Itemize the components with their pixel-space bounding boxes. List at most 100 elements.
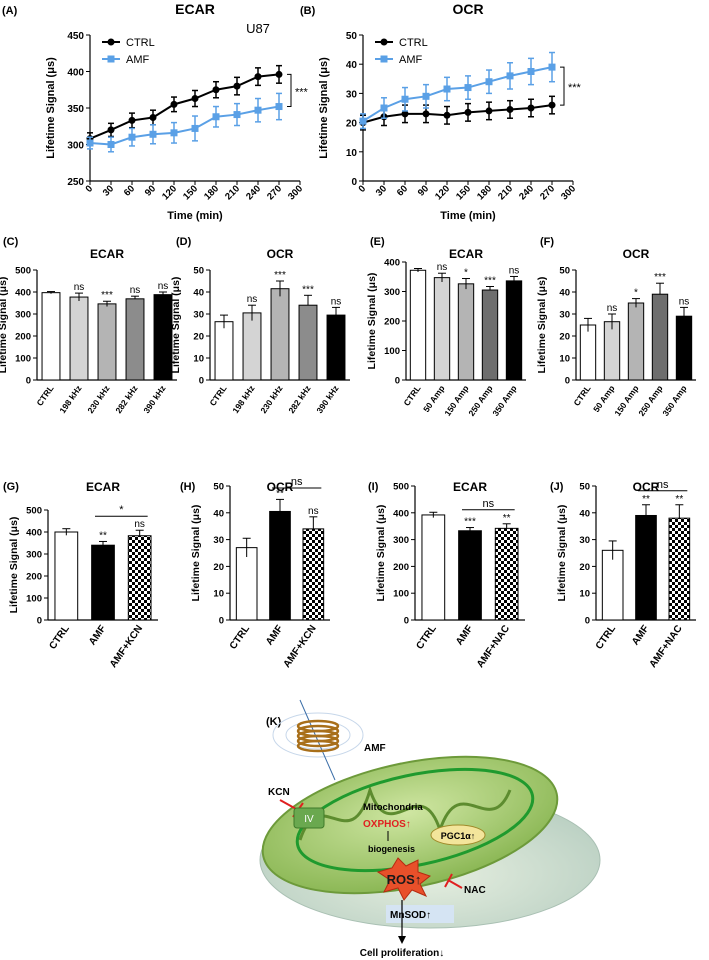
x-tick-label: 240 <box>244 183 263 202</box>
significance-label: *** <box>568 82 582 94</box>
mitochondrion-shape <box>261 755 559 895</box>
y-axis-label: Lifetime Signal (μs) <box>318 57 330 159</box>
x-tick-label: 390 kHz <box>314 383 340 415</box>
bar <box>627 302 645 381</box>
chart-subtitle: U87 <box>246 21 270 36</box>
y-tick-label: 10 <box>346 148 358 159</box>
series-amf: AMF <box>86 54 283 153</box>
significance-label: ** <box>503 513 511 524</box>
series-amf: AMF <box>359 51 556 130</box>
y-tick-label: 30 <box>213 535 224 546</box>
x-tick-label: AMF <box>630 623 651 647</box>
x-tick-label: 30 <box>374 183 389 198</box>
bar <box>235 547 258 621</box>
panel-label: (C) <box>3 236 19 248</box>
bar <box>668 517 691 621</box>
mnsod-label: MnSOD↑ <box>390 910 431 921</box>
y-tick-label: 20 <box>213 562 224 573</box>
bar-chart-c: (C) ECAR 0 100 200 300 400 500 Lifetime Signal (… <box>0 236 177 415</box>
bar-chart-e: (E) ECAR 0 100 200 300 400 Lifetime Signal (μs)… <box>366 236 526 418</box>
panel-label: (E) <box>370 236 385 248</box>
x-tick-label: 198 kHz <box>57 383 83 415</box>
data-point <box>422 92 430 100</box>
significance-label: ns <box>331 296 342 307</box>
y-tick-label: 20 <box>559 332 570 343</box>
data-point <box>485 78 493 86</box>
y-tick-label: 350 <box>67 104 84 115</box>
y-tick-label: 50 <box>579 482 590 493</box>
x-tick-label: CTRL <box>401 383 422 407</box>
bar <box>579 324 597 381</box>
data-point <box>191 124 199 132</box>
significance-label: ** <box>276 488 284 499</box>
y-axis-label: Lifetime Signal (μs) <box>170 277 182 374</box>
bar <box>481 289 499 381</box>
panel-label: (F) <box>540 236 554 248</box>
bar <box>505 280 523 381</box>
legend-label: CTRL <box>399 37 428 49</box>
significance-label: *** <box>302 284 314 295</box>
comparison-label: ns <box>483 498 495 510</box>
y-tick-label: 0 <box>565 376 570 387</box>
data-point <box>506 105 514 113</box>
y-tick-label: 20 <box>579 562 590 573</box>
mnsod-box <box>386 905 454 923</box>
significance-label: *** <box>101 290 113 301</box>
nac-label: NAC <box>464 885 486 896</box>
y-tick-label: 10 <box>559 354 570 365</box>
y-tick-label: 50 <box>346 31 358 42</box>
data-point <box>527 104 535 112</box>
bar <box>97 303 117 381</box>
y-tick-label: 300 <box>384 287 400 298</box>
comparison-label: ns <box>291 476 303 488</box>
significance-label: *** <box>464 517 476 528</box>
x-tick-label: 210 <box>496 183 515 202</box>
x-tick-label: 270 <box>538 183 557 202</box>
x-tick-label: CTRL <box>594 623 618 651</box>
bar <box>433 277 451 381</box>
pgc1a-badge <box>430 824 486 846</box>
bar <box>125 298 145 381</box>
bar-chart-i: (I) ECAR 0 100 200 300 400 500 Lifetime Signal (… <box>368 480 525 670</box>
data-point <box>191 95 199 103</box>
cristae-shape <box>298 784 512 841</box>
bar <box>326 314 346 381</box>
y-tick-label: 10 <box>213 589 224 600</box>
bar <box>269 510 291 621</box>
legend-label: CTRL <box>126 37 155 49</box>
y-tick-label: 10 <box>193 354 204 365</box>
bar <box>91 544 115 621</box>
y-tick-label: 30 <box>559 310 570 321</box>
x-tick-label: AMF <box>454 623 475 647</box>
x-tick-label: CTRL <box>207 383 228 407</box>
x-tick-label: CTRL <box>34 383 55 407</box>
data-point <box>128 116 136 124</box>
data-point <box>422 110 430 118</box>
data-point <box>401 95 409 103</box>
panel-label: (B) <box>300 5 316 17</box>
x-axis-label: Time (min) <box>440 210 496 222</box>
series-line <box>362 104 553 124</box>
x-tick-label: 60 <box>395 183 410 198</box>
data-point <box>443 111 451 119</box>
bar <box>54 531 79 621</box>
significance-label: ** <box>642 494 650 505</box>
significance-label: ns <box>607 303 618 314</box>
y-axis-label: Lifetime Signal (μs) <box>366 273 378 370</box>
x-tick-label: AMF+KCN <box>108 623 145 670</box>
bar <box>458 530 482 621</box>
y-tick-label: 50 <box>193 266 204 277</box>
line-chart-a: (A) ECAR U87 250 300 350 400 450 0 30 60 90 120 150 18… <box>2 1 309 222</box>
panel-label: (A) <box>2 5 18 17</box>
data-point <box>254 73 262 81</box>
x-tick-label: 230 kHz <box>85 383 111 415</box>
legend-marker <box>107 38 115 46</box>
data-point <box>443 85 451 93</box>
y-tick-label: 40 <box>346 60 358 71</box>
significance-label: ns <box>679 296 690 307</box>
data-point <box>149 130 157 138</box>
y-tick-label: 40 <box>559 288 570 299</box>
x-tick-label: 150 <box>181 183 200 202</box>
data-point <box>506 72 514 80</box>
